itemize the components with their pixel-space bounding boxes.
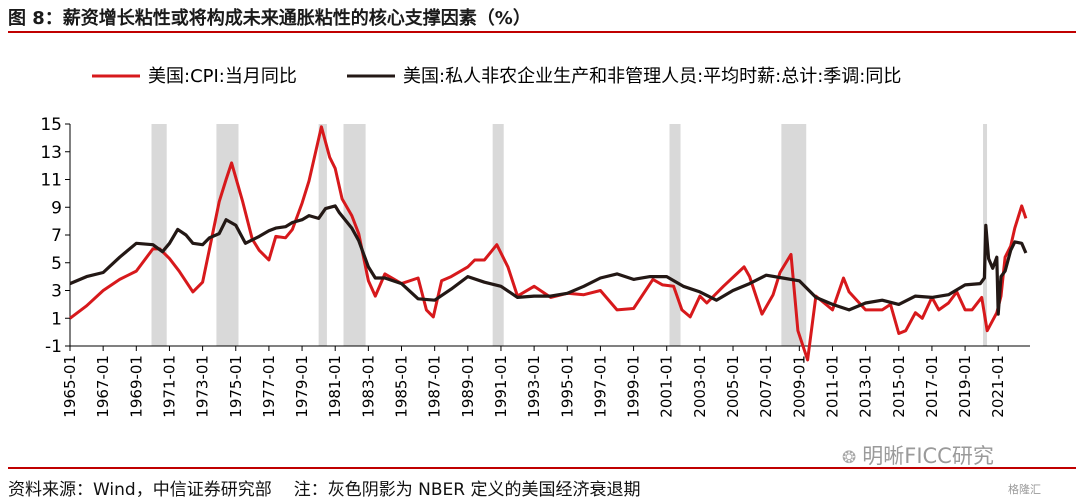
x-tick-label-4: 1973-01 <box>194 355 212 418</box>
x-ticks: 1965-01 1967-01 1969-01 1971-01 1973-01 1975-… <box>61 346 1007 418</box>
x-tick-label-6: 1977-01 <box>260 355 278 418</box>
x-tick-label-14: 1993-01 <box>525 355 543 418</box>
recession-band-0 <box>151 124 167 346</box>
y-tick-label-8: -1 <box>45 337 62 357</box>
x-tick-label-5: 1975-01 <box>227 355 245 418</box>
x-tick-label-23: 2011-01 <box>823 355 841 418</box>
y-tick-label-7: 1 <box>51 309 62 329</box>
y-tick-label-2: 11 <box>40 171 62 191</box>
x-tick-label-19: 2003-01 <box>691 355 709 418</box>
source-text: 资料来源：Wind，中信证券研究部 <box>8 480 272 500</box>
x-tick-label-7: 1979-01 <box>293 355 311 418</box>
x-tick-label-0: 1965-01 <box>61 355 79 418</box>
x-tick-label-11: 1987-01 <box>426 355 444 418</box>
y-tick-label-3: 9 <box>51 198 62 218</box>
x-tick-label-21: 2007-01 <box>757 355 775 418</box>
footer: 资料来源：Wind，中信证券研究部 注：灰色阴影为 NBER 定义的美国经济衰退期 <box>8 475 640 500</box>
x-tick-label-25: 2015-01 <box>890 355 908 418</box>
y-tick-label-5: 5 <box>51 254 62 274</box>
x-tick-label-15: 1995-01 <box>558 355 576 418</box>
x-tick-label-16: 1997-01 <box>591 355 609 418</box>
recession-band-6 <box>781 124 807 346</box>
legend-label-wages: 美国:私人非农企业生产和非管理人员:平均时薪:总计:季调:同比 <box>403 66 901 87</box>
recession-bands <box>151 124 988 346</box>
legend: 美国:CPI:当月同比 美国:私人非农企业生产和非管理人员:平均时薪:总计:季调… <box>92 66 901 87</box>
x-tick-label-27: 2019-01 <box>956 355 974 418</box>
x-tick-label-8: 1981-01 <box>326 355 344 418</box>
line-chart: 15 13 11 9 7 5 3 1 -1 1965-01 1967-01 1969-01 1971-… <box>40 66 1030 418</box>
x-tick-label-9: 1983-01 <box>359 355 377 418</box>
x-tick-label-22: 2009-01 <box>790 355 808 418</box>
x-tick-label-3: 1971-01 <box>160 355 178 418</box>
x-tick-label-17: 1999-01 <box>625 355 643 418</box>
recession-band-2 <box>318 124 327 346</box>
series-line-wages <box>69 204 1028 316</box>
y-ticks: 15 13 11 9 7 5 3 1 -1 <box>40 115 70 357</box>
x-tick-label-2: 1969-01 <box>127 355 145 418</box>
chart-title: 图 8：薪资增长粘性或将构成未来通胀粘性的核心支撑因素（%） <box>8 8 531 29</box>
recession-band-4 <box>492 124 504 346</box>
x-tick-label-20: 2005-01 <box>724 355 742 418</box>
x-tick-label-13: 1991-01 <box>492 355 510 418</box>
x-tick-label-12: 1989-01 <box>459 355 477 418</box>
footer-divider <box>8 467 1076 469</box>
x-tick-label-26: 2017-01 <box>923 355 941 418</box>
y-tick-label-1: 13 <box>40 143 62 163</box>
recession-band-1 <box>216 124 239 346</box>
x-tick-label-1: 1967-01 <box>94 355 112 418</box>
x-tick-label-18: 2001-01 <box>658 355 676 418</box>
wechat-icon: ❂ <box>842 448 857 468</box>
note-text: 注：灰色阴影为 NBER 定义的美国经济衰退期 <box>293 480 641 500</box>
title-divider <box>8 31 1076 33</box>
y-tick-label-0: 15 <box>40 115 62 135</box>
series-lines <box>69 125 1028 362</box>
x-tick-label-10: 1985-01 <box>393 355 411 418</box>
x-tick-label-24: 2013-01 <box>857 355 875 418</box>
series-line-cpi <box>69 125 1028 362</box>
watermark-text: 明晰FICC研究 <box>862 444 994 468</box>
y-tick-label-4: 7 <box>51 226 62 246</box>
x-tick-label-28: 2021-01 <box>989 355 1007 418</box>
recession-band-5 <box>669 124 681 346</box>
watermark: ❂ 明晰FICC研究 <box>842 440 994 470</box>
legend-label-cpi: 美国:CPI:当月同比 <box>148 66 297 87</box>
y-tick-label-6: 3 <box>51 282 62 302</box>
corner-badge: 格隆汇 <box>1008 483 1041 496</box>
